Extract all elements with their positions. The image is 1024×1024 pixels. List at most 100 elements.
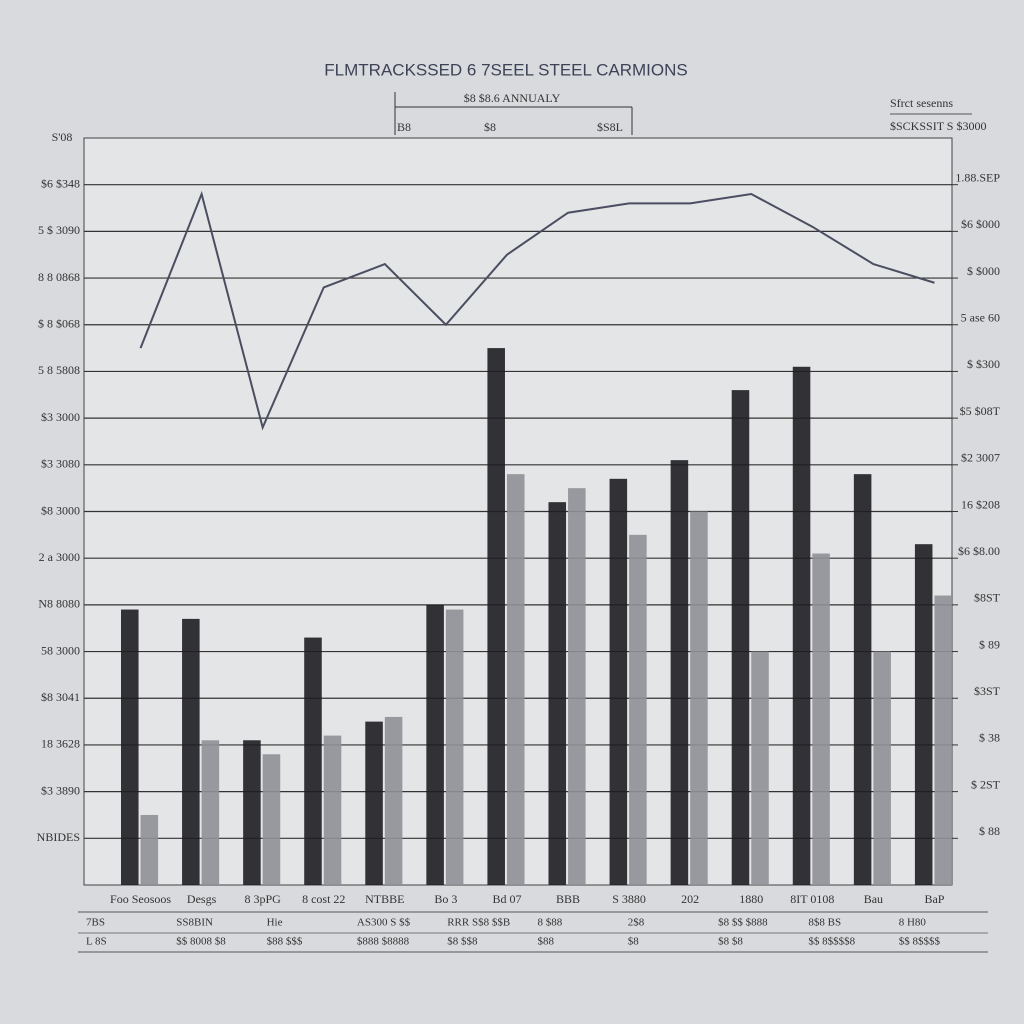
x-tick-label: Bd 07 [492, 892, 521, 906]
bar [690, 511, 708, 885]
bar [262, 754, 281, 885]
y2-tick-label: 1.88.SEP [955, 170, 1000, 184]
bar [426, 604, 444, 885]
y-tick-label: NBIDES [37, 830, 80, 844]
x-tick-label: Desgs [187, 892, 217, 906]
bar [609, 478, 628, 885]
table-cell: $888 $8888 [357, 936, 410, 948]
y-tick-label: $3 3890 [41, 783, 80, 797]
x-tick-label: Bau [864, 892, 883, 906]
bar [445, 609, 464, 885]
table-cell: L 8S [86, 936, 107, 948]
y2-tick-label: $8ST [974, 591, 1001, 605]
y2-tick-label: $ $300 [967, 357, 1000, 371]
bar [812, 553, 830, 885]
table-cell: $$ 8008 $8 [176, 936, 226, 948]
bar [629, 534, 647, 885]
bar [873, 651, 891, 885]
x-tick-label: 1880 [739, 892, 763, 906]
bar [731, 390, 750, 885]
y-tick-label: $8 3041 [41, 690, 80, 704]
bar [568, 488, 586, 885]
x-tick-label: 8 3pPG [245, 892, 282, 906]
bar [792, 366, 811, 885]
table-cell: 8 H80 [899, 917, 927, 929]
y2-tick-label: $ 38 [979, 731, 1000, 745]
table-cell: Hie [267, 917, 283, 929]
top-label: $8 [484, 120, 496, 134]
y-tick-label: 58 3000 [41, 643, 80, 657]
y2-tick-label: $2 3007 [961, 451, 1000, 465]
line-series [139, 190, 935, 431]
line-legend: $8 $8.6 ANNUALY [464, 91, 561, 105]
y2-tick-label: $3ST [974, 684, 1001, 698]
y2-tick-label: 5 ase 60 [961, 311, 1000, 325]
table-cell: $$ 8$$$$8 [808, 936, 855, 948]
y-tick-label: $6 $348 [41, 176, 80, 190]
y-tick-label: 2 a 3000 [39, 550, 80, 564]
top-label: B8 [397, 120, 411, 134]
x-tick-label: NTBBE [365, 892, 404, 906]
x-tick-label: S 3880 [612, 892, 646, 906]
y2-tick-label: $ 88 [979, 824, 1000, 838]
y2-tick-label: $ $000 [967, 264, 1000, 278]
table-cell: $88 [538, 936, 555, 948]
y2-tick-label: $5 $08T [960, 404, 1001, 418]
x-tick-label: Bo 3 [434, 892, 457, 906]
y-tick-label: 8 8 0868 [38, 270, 80, 284]
y-tick-label: 5 8 5808 [38, 363, 80, 377]
bar [506, 474, 525, 885]
y2-tick-label: $ 89 [979, 637, 1000, 651]
table-cell: RRR S$8 $$B [447, 917, 510, 929]
bar [182, 618, 200, 885]
y-tick-label: $3 3080 [41, 457, 80, 471]
y-tick-label: 5 $ 3090 [38, 223, 80, 237]
table-cell: $8 $$8 [447, 936, 478, 948]
bar [120, 609, 139, 885]
bar [140, 814, 159, 885]
table-cell: 8 $88 [538, 917, 563, 929]
x-tick-label: 8IT 0108 [790, 892, 834, 906]
y2-tick-label: $6 $8.00 [958, 544, 1000, 558]
bar [934, 595, 953, 885]
table-cell: $8 $$ $888 [718, 917, 768, 929]
y2-tick-label: $6 $000 [961, 217, 1000, 231]
bar [670, 460, 689, 885]
table-cell: $8 $8 [718, 936, 743, 948]
x-tick-label: BaP [924, 892, 944, 906]
x-tick-label: 8 cost 22 [302, 892, 345, 906]
table-cell: AS300 S $$ [357, 917, 411, 929]
bar [384, 716, 403, 885]
y2-tick-label: $ 2ST [971, 777, 1001, 791]
legend-label: Sfrct sesenns [890, 96, 953, 110]
y-axis-top-label: S'08 [52, 130, 73, 144]
y-tick-label: $ 8 $068 [38, 317, 80, 331]
x-tick-label: Foo Seosoos [110, 892, 171, 906]
top-label: $S8L [597, 120, 623, 134]
bar [914, 544, 933, 885]
y2-tick-label: 16 $208 [961, 497, 1000, 511]
y-tick-label: 18 3628 [41, 737, 80, 751]
bar [304, 637, 322, 885]
bar [323, 735, 342, 885]
legend-label: $SCKSSIT S $3000 [890, 119, 986, 133]
bar [201, 740, 220, 885]
bar [853, 474, 872, 885]
bar [365, 721, 383, 885]
table-cell: 8$8 BS [808, 917, 841, 929]
table-cell: $88 $$$ [267, 936, 303, 948]
y-tick-label: $3 3000 [41, 410, 80, 424]
table-cell: $8 [628, 936, 640, 948]
x-tick-label: 202 [681, 892, 699, 906]
bar [751, 651, 769, 885]
y-tick-label: $8 3000 [41, 503, 80, 517]
table-cell: SS8BIN [176, 917, 213, 929]
bar [548, 502, 567, 885]
table-cell: $$ 8$$$$ [899, 936, 941, 948]
bar [487, 348, 505, 885]
bar [243, 740, 261, 885]
table-cell: 7BS [86, 917, 105, 929]
chart-title: FLMTRACKSSED 6 7SEEL STEEL CARMIONS [324, 60, 687, 79]
table-cell: 2$8 [628, 917, 645, 929]
